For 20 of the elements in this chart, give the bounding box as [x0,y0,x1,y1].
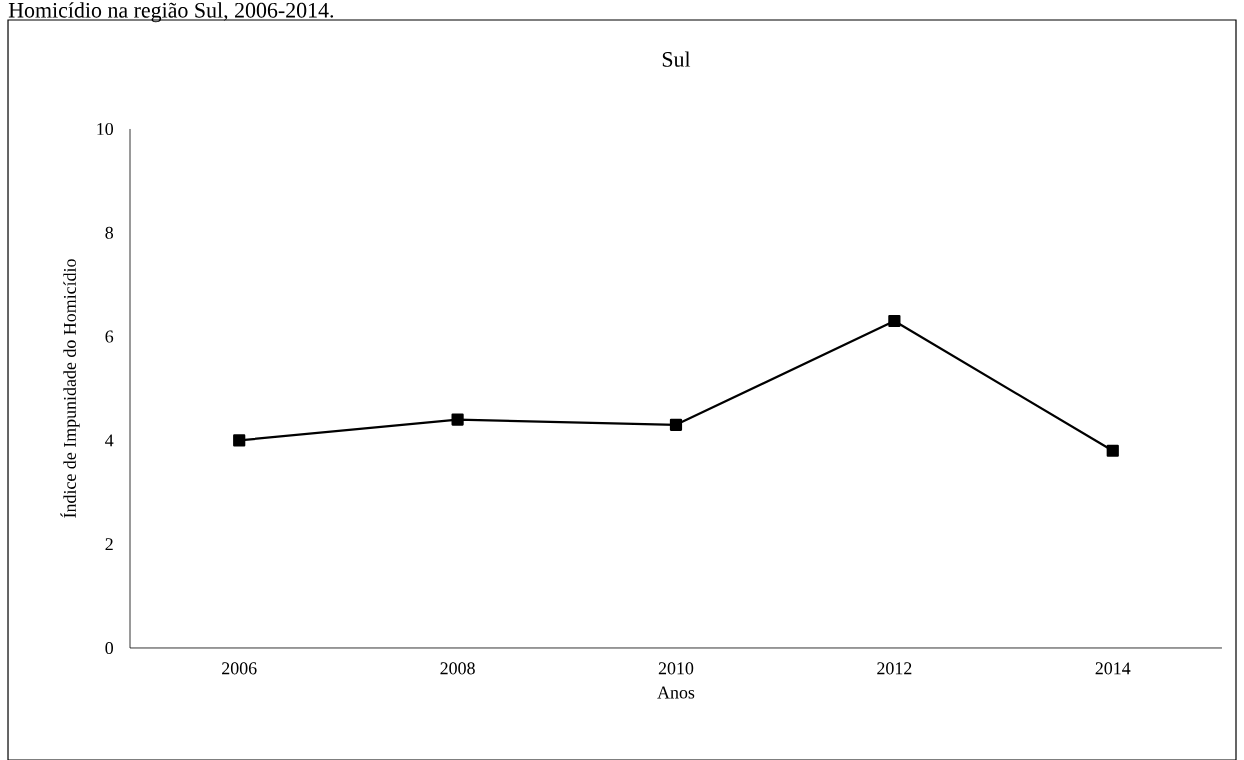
point [451,413,464,426]
chart-title: Sul [662,51,691,67]
y-tick-label: 6 [105,330,114,343]
x-tick-label: 2008 [440,662,475,675]
x-axis-title: Anos [657,686,695,699]
point [1106,444,1119,457]
point [888,314,901,328]
point [669,418,683,431]
x-tick-label: 2010 [658,662,694,675]
y-tick-label: 2 [105,538,113,551]
point [233,434,246,447]
y-axis-title: Índice de Impunidade do Homicídio [60,259,80,518]
text: Homicídio na região Sul, 2006-2014. [8,2,334,23]
y-tick-label: 0 [105,641,114,655]
y-tick-label: 4 [105,434,114,447]
x-tick-label: 2014 [1095,662,1131,675]
y-tick-label: 8 [105,226,114,239]
y-tick-label: 10 [97,122,114,136]
x-tick-label: 2012 [877,662,912,675]
x-tick-label: 2006 [222,662,257,675]
